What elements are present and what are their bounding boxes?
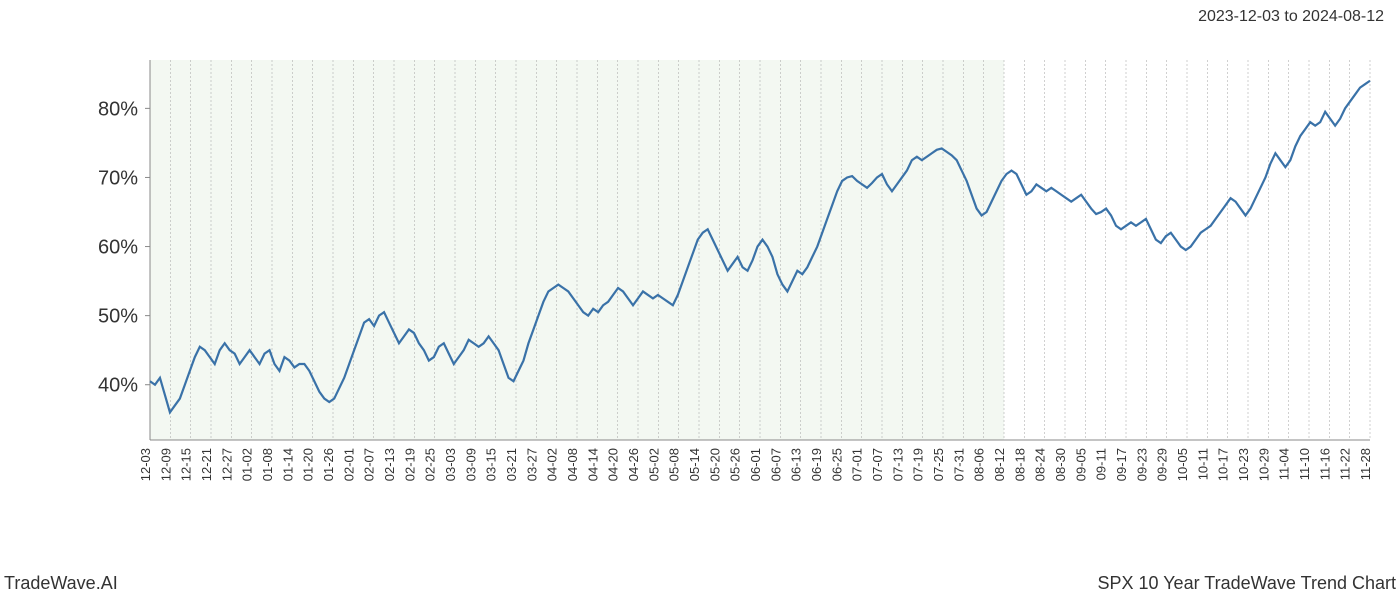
line-chart-svg: 12-03 12-09 12-15 12-21 12-27 01-02 01-08 01-14… bbox=[0, 40, 1400, 560]
x-tick-label: 01-26 bbox=[321, 448, 336, 481]
x-tick-label: 07-19 bbox=[911, 448, 926, 481]
x-tick-label: 01-02 bbox=[240, 448, 255, 481]
x-tick-label: 02-13 bbox=[382, 448, 397, 481]
x-tick-label: 02-19 bbox=[402, 448, 417, 481]
x-tick-label: 05-20 bbox=[707, 448, 722, 481]
x-tick-label: 08-24 bbox=[1033, 448, 1048, 481]
x-tick-label: 07-25 bbox=[931, 448, 946, 481]
x-tick-label: 11-22 bbox=[1338, 448, 1353, 480]
x-tick-label: 06-19 bbox=[809, 448, 824, 481]
x-tick-label: 07-13 bbox=[890, 448, 905, 481]
y-tick-labels: 40% 50% 60% 70% 80% bbox=[98, 98, 150, 396]
x-tick-label: 06-13 bbox=[789, 448, 804, 481]
x-tick-label: 05-26 bbox=[728, 448, 743, 481]
x-tick-label: 04-20 bbox=[606, 448, 621, 481]
x-tick-label: 02-01 bbox=[341, 448, 356, 481]
x-tick-label: 03-27 bbox=[524, 448, 539, 481]
x-tick-label: 11-16 bbox=[1317, 448, 1332, 480]
x-tick-label: 11-10 bbox=[1297, 448, 1312, 480]
x-tick-label: 08-30 bbox=[1053, 448, 1068, 481]
x-tick-label: 12-21 bbox=[199, 448, 214, 481]
x-tick-label: 04-14 bbox=[585, 448, 600, 481]
x-tick-label: 10-05 bbox=[1175, 448, 1190, 481]
x-tick-label: 09-05 bbox=[1073, 448, 1088, 481]
x-tick-label: 11-04 bbox=[1277, 448, 1292, 480]
y-tick-label: 70% bbox=[98, 167, 138, 189]
x-tick-label: 10-11 bbox=[1195, 448, 1210, 480]
x-tick-label: 04-02 bbox=[545, 448, 560, 481]
x-tick-label: 04-08 bbox=[565, 448, 580, 481]
x-tick-label: 08-18 bbox=[1012, 448, 1027, 481]
x-tick-label: 05-14 bbox=[687, 448, 702, 481]
x-tick-label: 03-03 bbox=[443, 448, 458, 481]
x-tick-label: 06-25 bbox=[829, 448, 844, 481]
x-tick-label: 01-14 bbox=[280, 448, 295, 481]
chart-root: { "header": { "range_label": "2023-12-03… bbox=[0, 0, 1400, 600]
x-tick-label: 07-01 bbox=[850, 448, 865, 481]
x-tick-label: 04-26 bbox=[626, 448, 641, 481]
x-tick-label: 12-27 bbox=[219, 448, 234, 481]
chart-area: 12-03 12-09 12-15 12-21 12-27 01-02 01-08 01-14… bbox=[0, 40, 1400, 560]
x-tick-label: 12-03 bbox=[138, 448, 153, 481]
x-tick-label: 10-23 bbox=[1236, 448, 1251, 481]
x-tick-label: 02-07 bbox=[362, 448, 377, 481]
x-tick-label: 09-29 bbox=[1155, 448, 1170, 481]
x-tick-label: 06-01 bbox=[748, 448, 763, 481]
y-tick-label: 40% bbox=[98, 375, 138, 397]
x-tick-label: 12-09 bbox=[158, 448, 173, 481]
x-tick-label: 03-09 bbox=[463, 448, 478, 481]
x-tick-label: 03-21 bbox=[504, 448, 519, 481]
y-tick-label: 50% bbox=[98, 306, 138, 328]
y-tick-label: 60% bbox=[98, 237, 138, 259]
x-tick-label: 03-15 bbox=[484, 448, 499, 481]
chart-caption: SPX 10 Year TradeWave Trend Chart bbox=[1097, 573, 1396, 594]
x-tick-label: 07-31 bbox=[951, 448, 966, 481]
x-tick-label: 05-02 bbox=[646, 448, 661, 481]
x-tick-label: 11-28 bbox=[1358, 448, 1373, 480]
x-tick-label: 01-08 bbox=[260, 448, 275, 481]
x-tick-label: 08-06 bbox=[972, 448, 987, 481]
x-tick-label: 01-20 bbox=[301, 448, 316, 481]
x-tick-labels: 12-03 12-09 12-15 12-21 12-27 01-02 01-08 01-14… bbox=[138, 448, 1373, 481]
x-tick-label: 12-15 bbox=[179, 448, 194, 481]
x-tick-label: 10-17 bbox=[1216, 448, 1231, 481]
y-tick-label: 80% bbox=[98, 98, 138, 120]
x-tick-label: 08-12 bbox=[992, 448, 1007, 481]
x-tick-label: 09-23 bbox=[1134, 448, 1149, 481]
x-tick-label: 06-07 bbox=[768, 448, 783, 481]
date-range-label: 2023-12-03 to 2024-08-12 bbox=[1198, 8, 1384, 26]
x-tick-label: 09-17 bbox=[1114, 448, 1129, 481]
x-tick-label: 09-11 bbox=[1094, 448, 1109, 480]
x-tick-label: 07-07 bbox=[870, 448, 885, 481]
x-tick-label: 10-29 bbox=[1256, 448, 1271, 481]
x-tick-label: 02-25 bbox=[423, 448, 438, 481]
x-tick-label: 05-08 bbox=[667, 448, 682, 481]
brand-label: TradeWave.AI bbox=[4, 573, 118, 594]
